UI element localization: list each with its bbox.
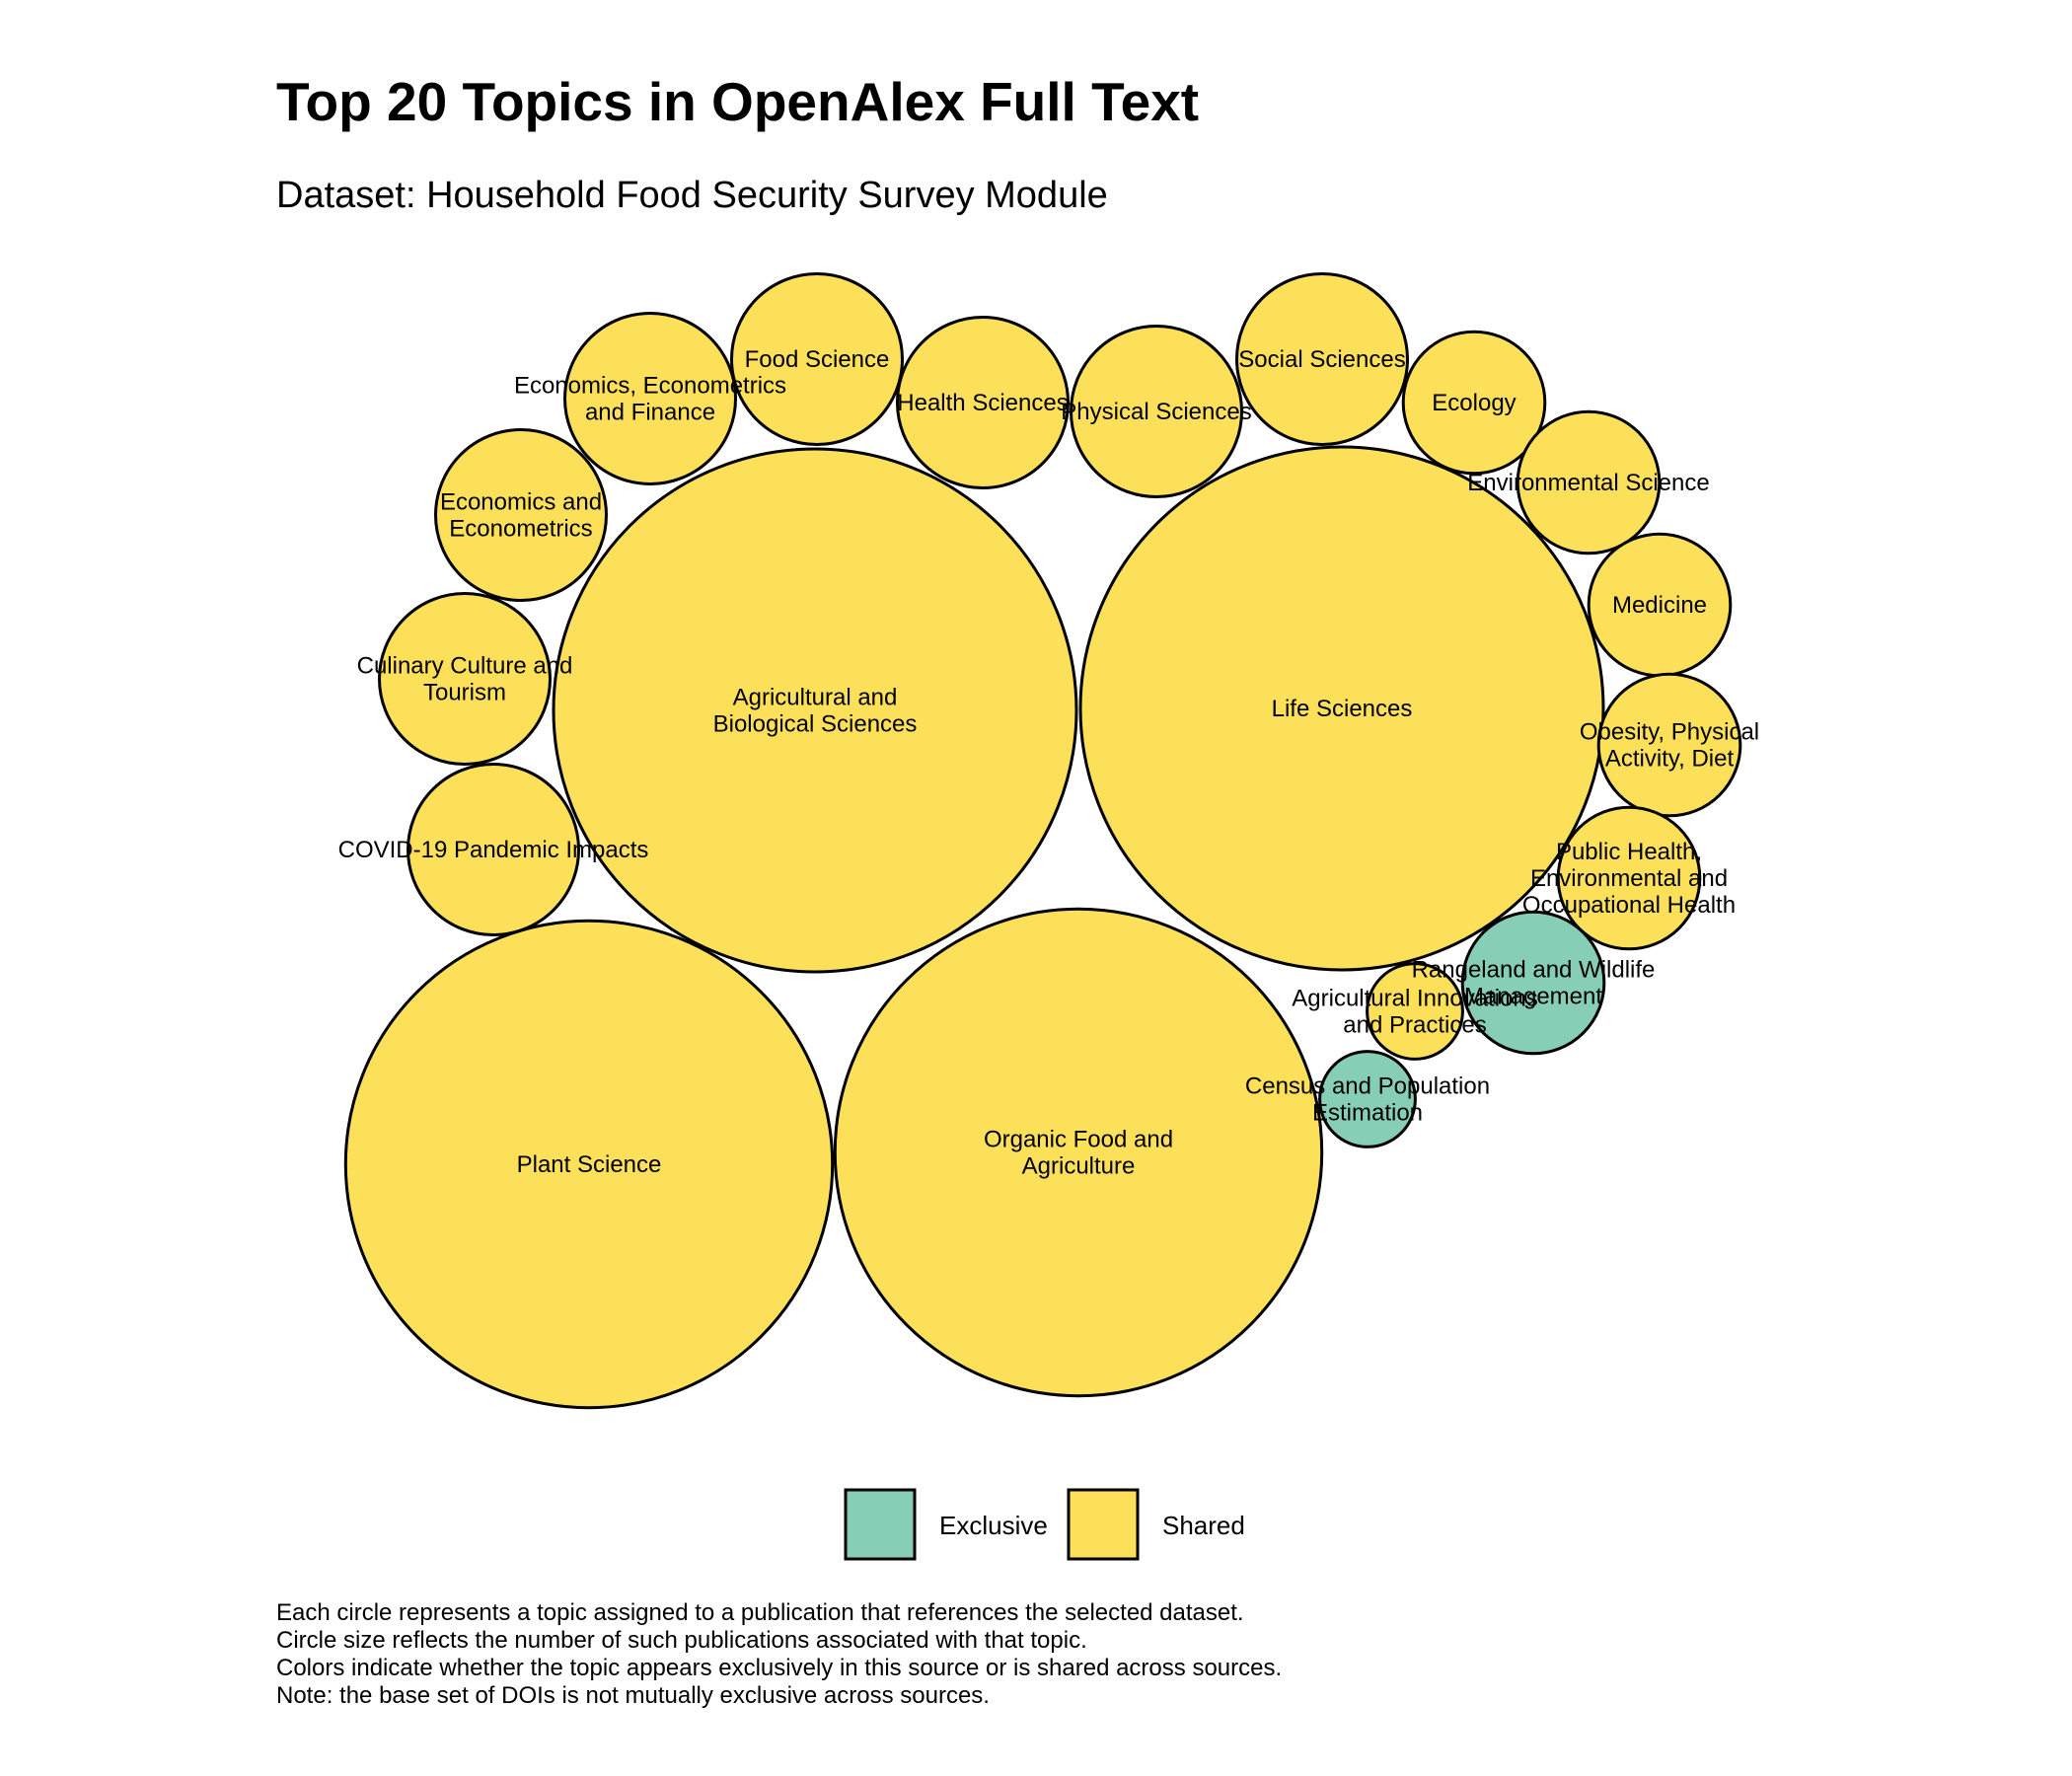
bubble-label-agricultural-and-biological-sciences: Agricultural and Biological Sciences (713, 685, 918, 738)
bubble-label-covid-19-pandemic-impacts: COVID-19 Pandemic Impacts (338, 837, 649, 863)
bubble-label-environmental-science: Environmental Science (1467, 470, 1709, 496)
caption-line: Note: the base set of DOIs is not mutual… (276, 1682, 990, 1709)
legend: Exclusive Shared (846, 1490, 1245, 1559)
bubble-label-ecology: Ecology (1432, 390, 1516, 416)
bubble-label-obesity-physical-activity-diet: Obesity, Physical Activity, Diet (1580, 719, 1759, 773)
bubble-label-plant-science: Plant Science (517, 1151, 662, 1178)
chart-subtitle: Dataset: Household Food Security Survey … (276, 175, 1108, 216)
chart-title: Top 20 Topics in OpenAlex Full Text (276, 71, 1199, 132)
legend-swatch-shared (1069, 1490, 1138, 1559)
bubble-label-physical-sciences: Physical Sciences (1061, 399, 1251, 425)
caption: Each circle represents a topic assigned … (276, 1599, 1282, 1709)
legend-label-shared: Shared (1162, 1511, 1245, 1540)
bubble-label-medicine: Medicine (1612, 592, 1707, 619)
legend-swatch-exclusive (846, 1490, 915, 1559)
caption-line: Colors indicate whether the topic appear… (276, 1655, 1282, 1681)
bubble-label-life-sciences: Life Sciences (1272, 696, 1413, 722)
caption-line: Circle size reflects the number of such … (276, 1627, 1087, 1654)
legend-label-exclusive: Exclusive (939, 1511, 1048, 1540)
bubble-label-health-sciences: Health Sciences (897, 390, 1068, 416)
caption-line: Each circle represents a topic assigned … (276, 1599, 1244, 1626)
bubble-label-economics-and-econometrics: Economics and Econometrics (440, 489, 602, 543)
bubble-label-food-science: Food Science (745, 346, 890, 373)
bubble-label-social-sciences: Social Sciences (1238, 346, 1405, 373)
